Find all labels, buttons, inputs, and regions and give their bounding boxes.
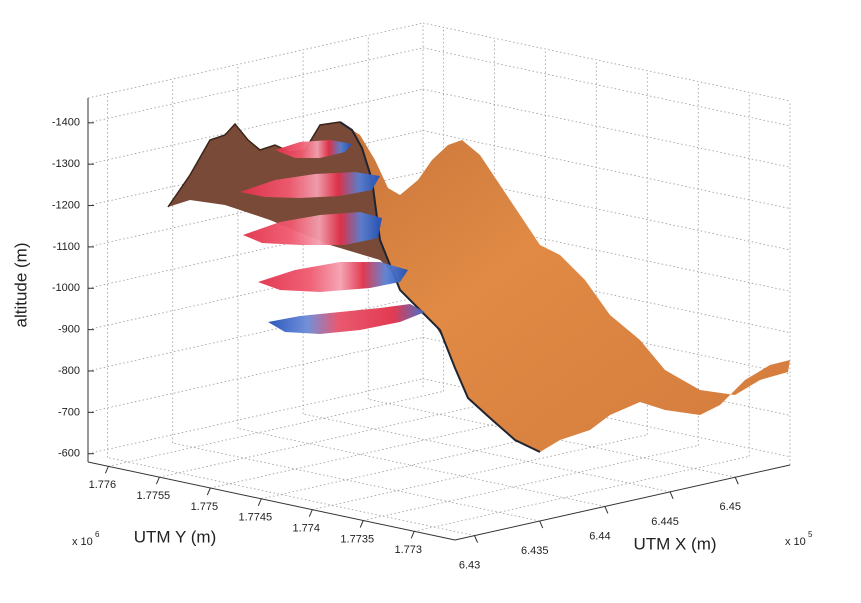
wall-grid-line [87,336,424,413]
x-tick-label: 6.45 [720,501,741,513]
floor-grid-line [368,398,736,478]
wall-grid-line [87,254,424,331]
y-tick-label: 1.7745 [238,512,272,524]
y-tick [410,531,415,539]
x-tick [734,477,739,485]
floor-grid-line [363,445,699,521]
y-tick [308,509,313,517]
x-tick-label: 6.43 [459,560,480,572]
x-tick [604,506,609,514]
z-tick-label: -1400 [52,117,80,129]
wall-grid-line [87,378,424,455]
y-tick [206,487,211,496]
wall-grid-line [87,47,424,124]
terrain [167,121,790,453]
z-tick-label: -1200 [52,199,80,211]
x-exponent: 5 [808,530,813,539]
floor-grid-line [210,412,546,489]
section-slice [275,140,352,158]
floor-grid-line [159,401,495,478]
wall-grid-line [422,295,791,375]
floor-grid-line [108,390,444,467]
wall-grid-line [422,130,791,209]
wall-grid-line [422,88,791,168]
floor-grid-line [261,423,597,500]
box-edge [87,22,424,99]
floor-grid-line [414,455,750,532]
y-tick [155,476,160,485]
wall-grid-line [87,295,424,372]
floor-grid-line [312,434,648,511]
y-axis [87,461,456,541]
y-tick-label: 1.775 [191,501,219,513]
terrain-left-face [168,122,540,452]
y-exponent: 6 [95,530,100,539]
x-tick-label: 6.435 [521,545,549,557]
z-tick-label: -1000 [52,282,80,294]
z-tick-label: -1100 [53,241,80,253]
x-tick [669,491,674,500]
y-tick [257,498,262,507]
z-tick-label: -900 [58,324,80,336]
wall-grid-line [422,336,791,416]
y-tick-label: 1.774 [293,523,321,535]
floor-grid-line [107,457,475,537]
x-tick-label: 6.44 [589,530,610,542]
section-slice [258,262,408,292]
wall-grid-line [422,171,791,251]
section-slice [268,304,425,334]
y-tick [104,466,109,474]
x-multiplier: x 10 [785,536,806,548]
z-tick-label: -700 [58,406,80,418]
section-slice [243,212,382,245]
z-tick-label: -1300 [52,158,80,170]
wall-grid-line [422,254,791,334]
floor-grid-line [172,442,540,522]
wall-grid-line [422,47,791,127]
y-multiplier: x 10 [72,536,93,548]
y-tick-label: 1.776 [89,479,117,491]
x-axis [454,464,791,541]
wall-grid-line [422,212,791,292]
z-tick-label: -600 [58,448,80,460]
x-axis-title: UTM X (m) [633,534,716,553]
y-tick [359,520,364,528]
y-axis-title: UTM Y (m) [134,527,216,546]
floor-grid-line [302,413,671,493]
z-axis-title: altitude (m) [11,242,30,327]
floor-grid-line [237,428,605,507]
section-slice [240,172,380,198]
y-tick-label: 1.7755 [137,490,171,502]
wall-grid-line [87,130,424,206]
wall-grid-line [422,378,791,458]
wall-grid-line [87,88,424,165]
x-tick [474,535,479,543]
z-tick-label: -800 [58,365,80,377]
y-tick-label: 1.773 [394,544,422,556]
wall-grid-line [87,212,424,289]
wall-grid-line [87,171,424,248]
box-edge [422,22,791,102]
terrain-surface [340,122,790,452]
x-tick-label: 6.445 [651,516,679,528]
y-tick-label: 1.7735 [340,533,374,545]
x-tick [539,520,544,529]
